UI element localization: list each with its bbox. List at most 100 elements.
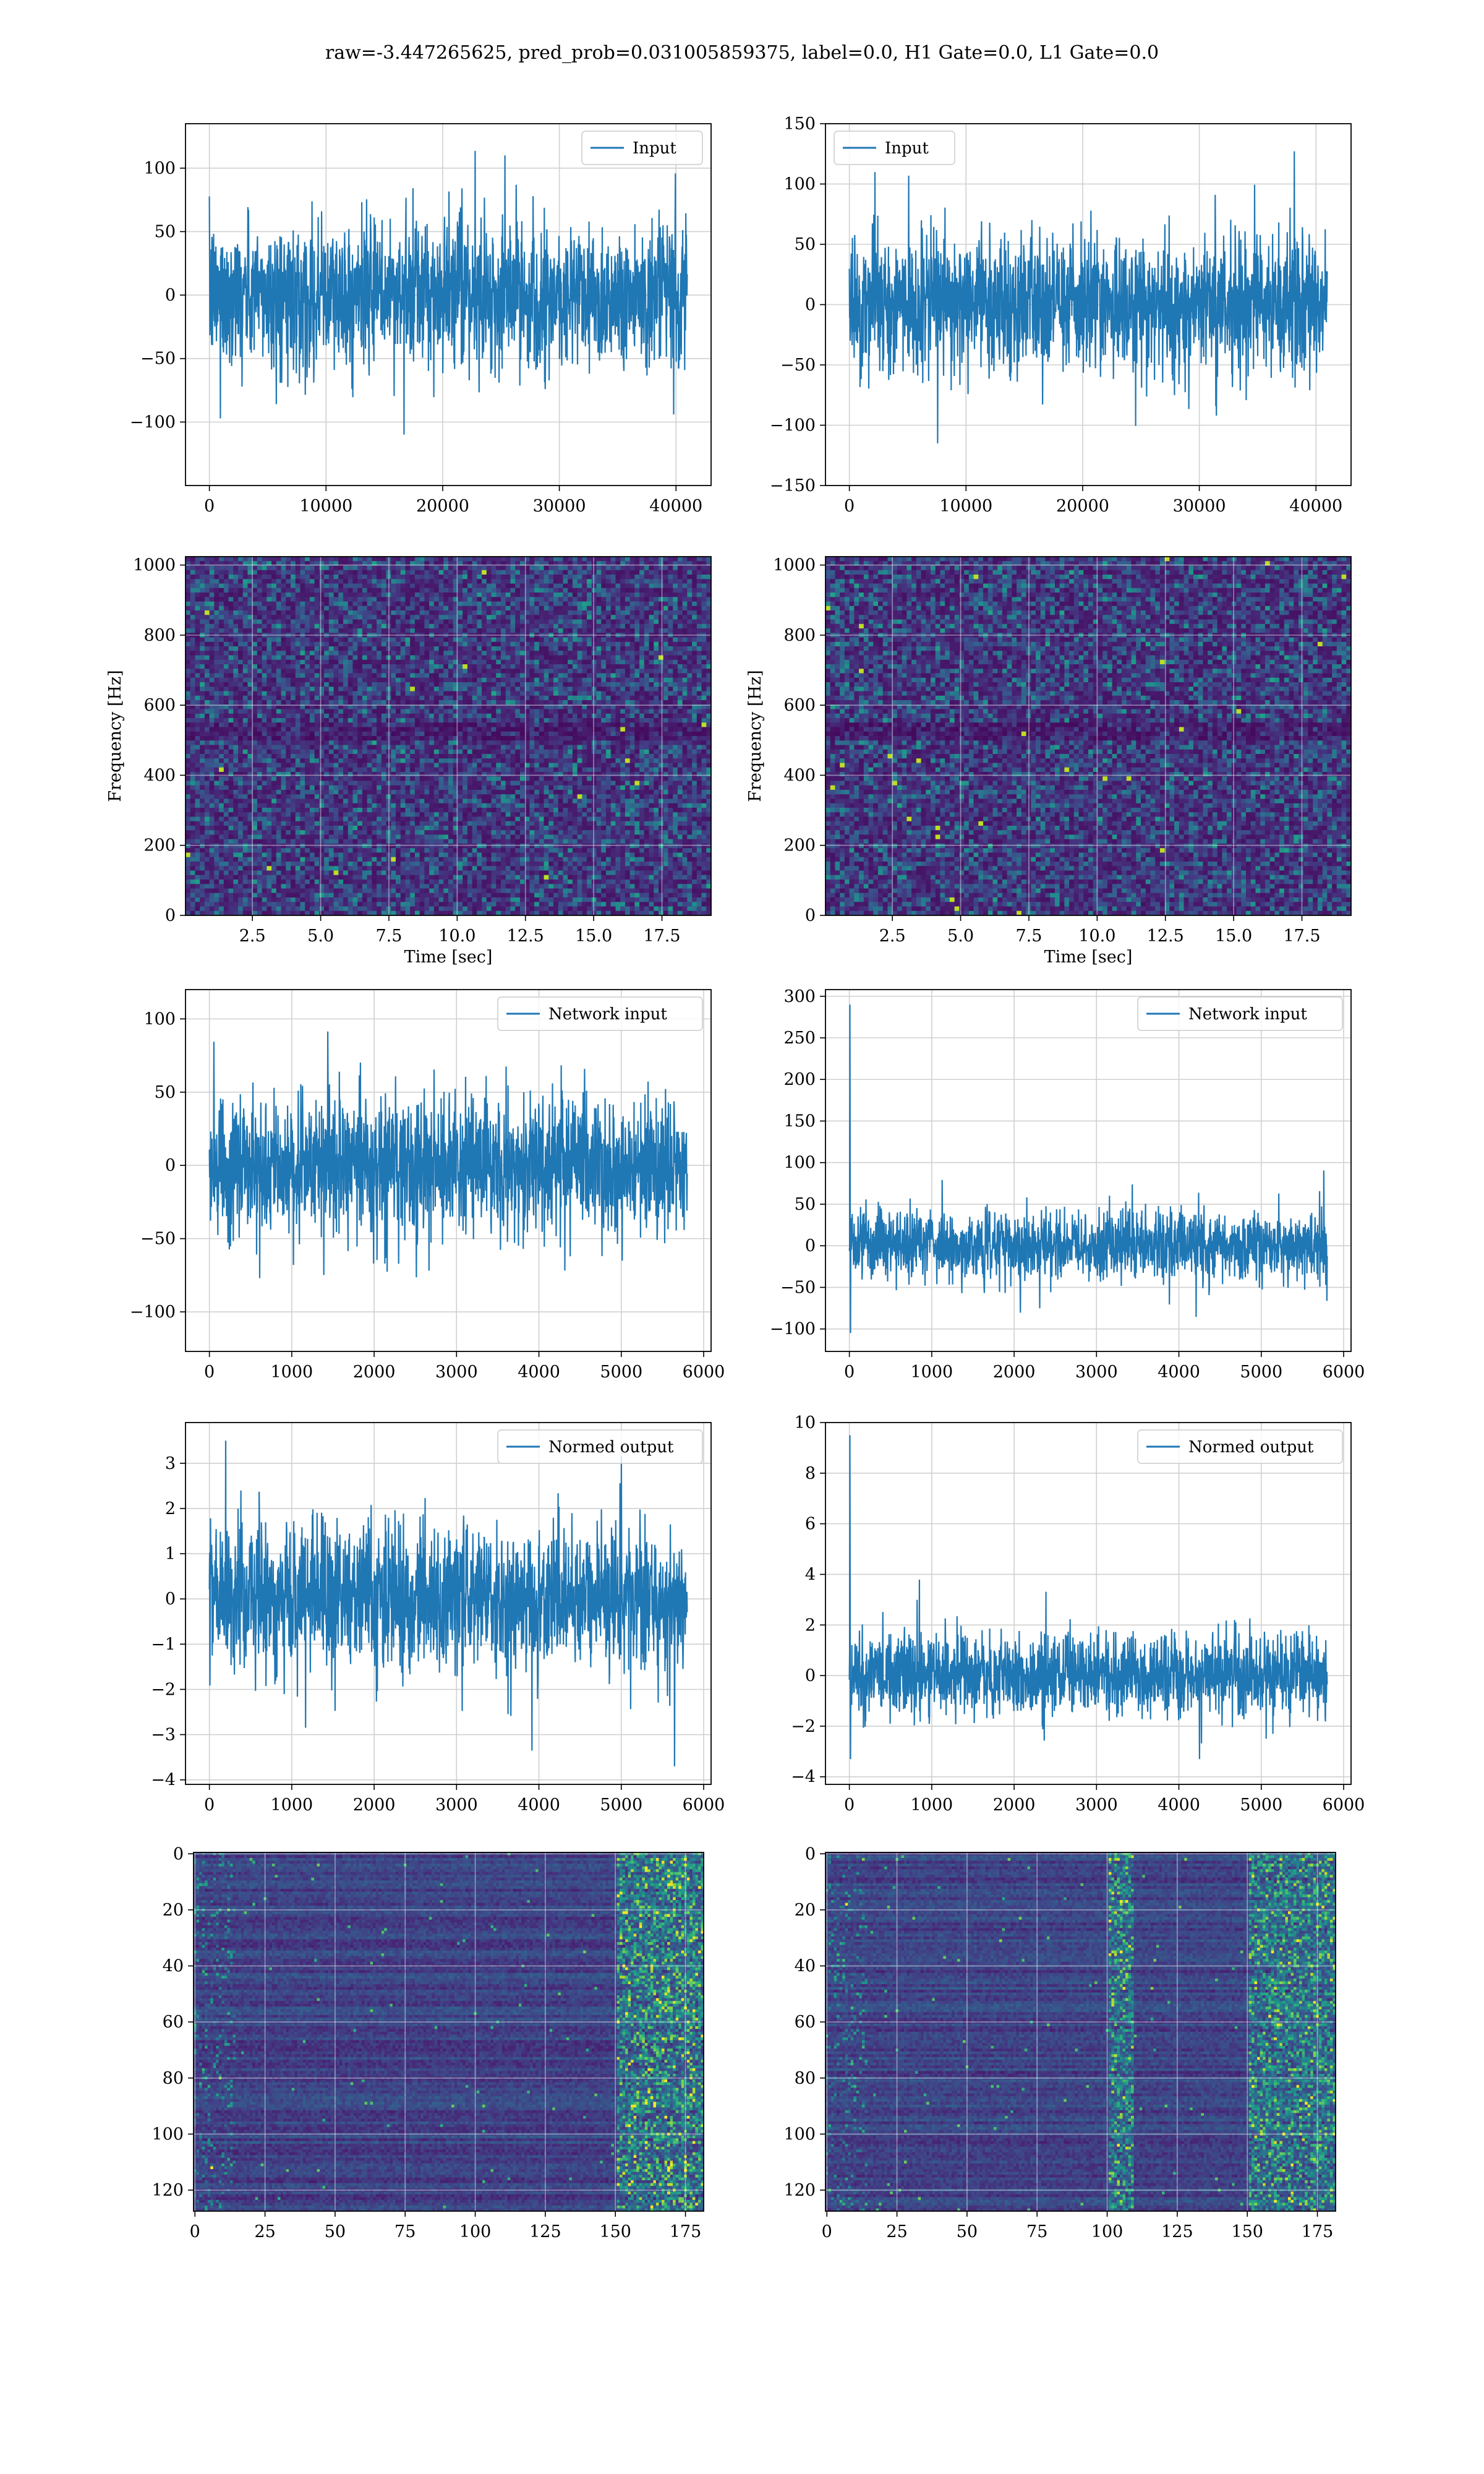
- x-tick-label: 25: [886, 2222, 907, 2241]
- x-tick-label: 15.0: [1215, 927, 1252, 946]
- y-tick-label: 0: [165, 1156, 176, 1175]
- x-tick-label: 175: [670, 2222, 702, 2241]
- x-tick-label: 1000: [911, 1363, 953, 1382]
- heatmap-h1-spectrogram: [186, 557, 712, 916]
- heatmap-l1-spectrogram: [825, 557, 1352, 916]
- y-tick-label: 100: [783, 1154, 816, 1173]
- y-tick-label: 2: [165, 1499, 176, 1518]
- legend-h1-input: Input: [582, 131, 702, 165]
- x-tick-label: 0: [204, 1363, 215, 1382]
- x-tick-label: 4000: [518, 1363, 560, 1382]
- legend-l1-input: Input: [834, 131, 955, 165]
- x-tick-label: 2000: [353, 1796, 396, 1815]
- y-tick-label: 50: [155, 1083, 176, 1102]
- y-tick-label: −2: [791, 1717, 816, 1736]
- y-tick-label: 80: [163, 2069, 184, 2088]
- y-tick-label: 2: [805, 1616, 816, 1635]
- y-tick-label: 250: [783, 1029, 816, 1048]
- x-tick-label: 0: [844, 1363, 855, 1382]
- y-tick-label: −100: [770, 1320, 816, 1339]
- x-tick-label: 0: [204, 1796, 215, 1815]
- x-tick-label: 125: [1161, 2222, 1193, 2241]
- y-tick-label: 0: [805, 1844, 816, 1864]
- legend-label: Network input: [1188, 1005, 1307, 1024]
- x-tick-label: 3000: [435, 1363, 478, 1382]
- x-tick-label: 4000: [1158, 1796, 1200, 1815]
- y-axis-label: Frequency [Hz]: [106, 670, 125, 802]
- x-tick-label: 17.5: [643, 927, 680, 946]
- x-tick-label: 0: [204, 497, 215, 516]
- x-tick-label: 1000: [271, 1363, 313, 1382]
- legend-label: Input: [885, 139, 929, 158]
- heatmap-l1-feature-map: [825, 1852, 1336, 2212]
- y-tick-label: 200: [143, 836, 176, 855]
- y-tick-label: 200: [783, 836, 816, 855]
- y-tick-label: 1000: [773, 556, 816, 575]
- y-tick-label: −50: [140, 349, 176, 369]
- y-tick-label: 60: [795, 2013, 816, 2032]
- y-tick-label: 40: [795, 1957, 816, 1976]
- x-tick-label: 75: [1026, 2222, 1047, 2241]
- x-tick-label: 5.0: [307, 927, 334, 946]
- series-line-h1-normed-output: [210, 1440, 688, 1766]
- x-tick-label: 5000: [600, 1363, 642, 1382]
- legend-label: Input: [633, 139, 676, 158]
- x-tick-label: 4000: [1158, 1363, 1200, 1382]
- heatmap-h1-feature-map: [194, 1852, 704, 2212]
- series-line-l1-input: [850, 152, 1328, 443]
- legend-h1-normed-output: Normed output: [498, 1430, 702, 1463]
- y-tick-label: 800: [143, 626, 176, 645]
- y-tick-label: 600: [143, 696, 176, 715]
- panel-l1-spectrogram: 2.5 5.0 7.5 10.0 12.5 15.0 17.5020040060080010…: [746, 556, 1352, 967]
- x-tick-label: 6000: [1323, 1796, 1365, 1815]
- x-tick-label: 125: [529, 2222, 561, 2241]
- y-tick-label: 200: [783, 1070, 816, 1089]
- y-tick-label: 120: [783, 2181, 816, 2200]
- legend-label: Normed output: [1188, 1438, 1314, 1457]
- y-tick-label: −4: [791, 1768, 816, 1787]
- x-tick-label: 0: [190, 2222, 200, 2241]
- y-tick-label: 100: [143, 1009, 176, 1029]
- y-tick-label: 50: [795, 1195, 816, 1214]
- y-tick-label: 0: [805, 1666, 816, 1685]
- x-tick-label: 150: [1231, 2222, 1263, 2241]
- y-tick-label: 400: [143, 766, 176, 785]
- y-tick-label: −100: [130, 1303, 176, 1322]
- x-tick-label: 40000: [1289, 497, 1342, 516]
- y-tick-label: 150: [783, 114, 816, 134]
- y-tick-label: 6: [805, 1515, 816, 1534]
- ticks-l1-network-input: 0 1000 2000 3000 4000 5000 6000−100−5005010015…: [770, 987, 1365, 1382]
- x-tick-label: 5.0: [947, 927, 974, 946]
- x-tick-label: 7.5: [1015, 927, 1042, 946]
- y-tick-label: −3: [151, 1726, 176, 1745]
- x-tick-label: 3000: [435, 1796, 478, 1815]
- y-tick-label: 60: [163, 2013, 184, 2032]
- x-tick-label: 0: [844, 497, 855, 516]
- y-tick-label: 600: [783, 696, 816, 715]
- x-tick-label: 15.0: [575, 927, 612, 946]
- y-tick-label: −4: [151, 1771, 176, 1790]
- y-tick-label: 100: [783, 175, 816, 194]
- y-tick-label: −150: [770, 476, 816, 495]
- x-tick-label: 100: [459, 2222, 492, 2241]
- y-tick-label: 800: [783, 626, 816, 645]
- x-axis-label: Time [sec]: [404, 948, 493, 967]
- y-tick-label: 10: [795, 1413, 816, 1432]
- y-tick-label: −100: [130, 413, 176, 432]
- y-tick-label: 40: [163, 1957, 184, 1976]
- x-tick-label: 3000: [1075, 1796, 1118, 1815]
- x-tick-label: 100: [1091, 2222, 1124, 2241]
- x-tick-label: 5000: [1240, 1796, 1282, 1815]
- legend-label: Normed output: [548, 1438, 674, 1457]
- series-line-h1-network-input: [210, 1032, 688, 1278]
- x-tick-label: 30000: [1173, 497, 1226, 516]
- legend-l1-network-input: Network input: [1138, 997, 1342, 1030]
- x-tick-label: 50: [957, 2222, 978, 2241]
